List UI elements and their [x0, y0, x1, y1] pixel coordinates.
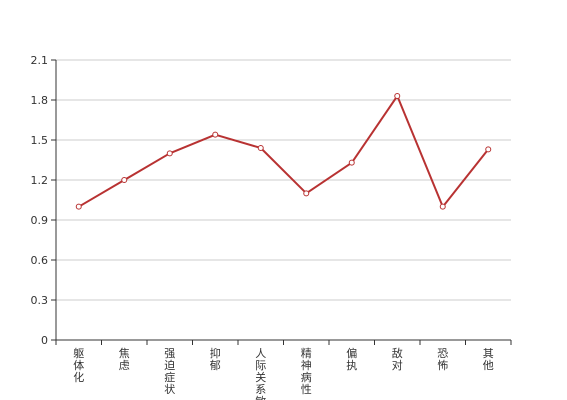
y-tick-label: 0.9 [31, 214, 49, 227]
y-tick-label: 0.3 [31, 294, 49, 307]
y-tick-labels: 0 0.3 0.6 0.9 1.2 1.5 1.8 2.1 [31, 54, 49, 347]
series [75, 93, 492, 210]
data-point [257, 145, 264, 151]
axes [51, 59, 512, 345]
series-line [78, 95, 490, 208]
x-tick-label: 焦虑 [119, 347, 130, 372]
y-tick-label: 2.1 [31, 54, 49, 67]
x-tick-label: 精神病性 [301, 347, 312, 396]
data-point [121, 177, 128, 183]
y-tick-label: 0.6 [31, 254, 49, 267]
data-point [485, 146, 492, 153]
data-point [439, 203, 446, 210]
y-tick-label: 0 [41, 334, 48, 347]
x-tick-label: 强迫症状 [164, 347, 175, 396]
x-tick-label: 敌对 [392, 346, 403, 372]
y-tick-label: 1.2 [31, 174, 49, 187]
x-tick-labels: 躯体化 焦虑 强迫症状 抑郁 人际关系敏感 精神病性 偏执 敌对 恐怖 其他 [73, 346, 494, 400]
data-point [75, 203, 82, 210]
data-point [394, 93, 401, 99]
y-tick-label: 1.8 [31, 94, 49, 107]
x-tick-label: 恐怖 [437, 347, 448, 372]
x-tick-label: 人际关系敏感 [255, 347, 266, 400]
x-tick-label: 其他 [483, 347, 494, 372]
gridlines [56, 59, 511, 301]
y-tick-label: 1.5 [31, 134, 49, 147]
data-point [348, 159, 355, 166]
x-tick-label: 抑郁 [210, 346, 221, 372]
x-tick-label: 偏执 [346, 346, 357, 372]
x-tick-label: 躯体化 [73, 347, 84, 384]
data-point [303, 190, 310, 197]
data-point [212, 131, 219, 138]
data-point [166, 150, 173, 157]
